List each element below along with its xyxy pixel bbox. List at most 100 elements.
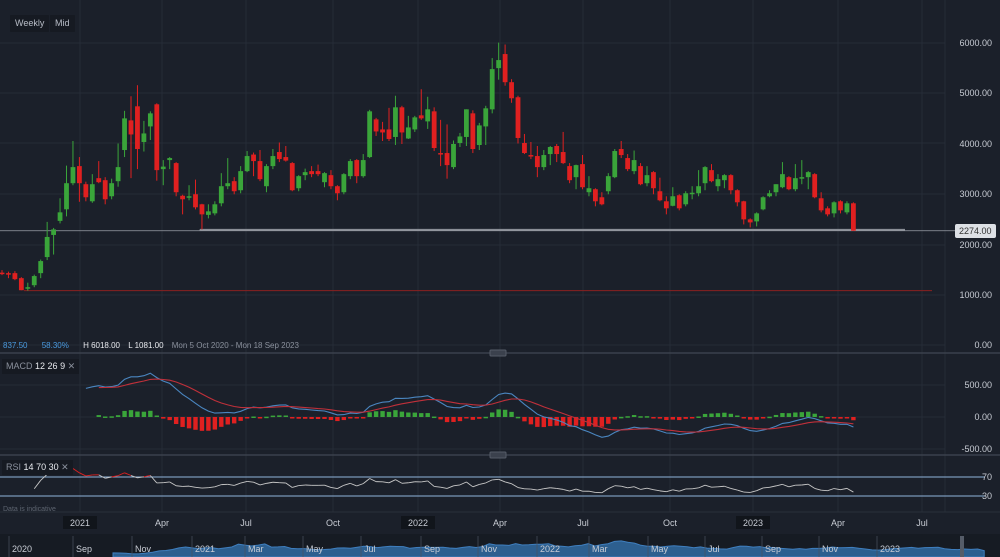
candle-body [496,60,502,69]
candle [70,140,76,186]
candle-body [451,144,456,168]
macd-histogram-bar [670,417,675,420]
time-tick: Apr [831,518,845,528]
candle [405,115,411,139]
macd-histogram-bar [238,417,243,421]
macd-histogram-bar [148,410,153,417]
rsi-line-segment [479,482,486,485]
candle-body [347,161,353,177]
macd-histogram-bar [109,416,114,418]
candle-body [509,82,514,99]
candle-body [173,163,179,193]
price-type-button[interactable]: Mid [50,15,75,32]
rsi-line-segment [504,481,512,485]
time-tick: Apr [155,518,169,528]
navigator-handle[interactable] [960,536,964,557]
candle-body [464,109,469,137]
candle-body [625,158,631,170]
rsi-close-icon[interactable]: ✕ [61,462,69,472]
candle [734,189,740,207]
navigator-label: Nov [135,544,152,554]
rsi-line-segment [356,483,364,487]
candle-body [160,166,166,170]
candle-body [115,167,121,182]
candle-body [470,113,476,150]
rsi-line-segment [85,474,93,477]
candles [0,42,856,291]
panel-resize-handle [489,349,507,357]
year-label-box [63,516,97,529]
macd-histogram-bar [315,417,321,420]
level-lines [0,228,955,292]
macd-histogram-bar [96,415,101,417]
navigator-label: Nov [822,544,839,554]
candle [373,117,379,136]
navigator[interactable] [0,534,1000,557]
macd-histogram-bar [122,410,127,417]
rsi-line-segment [72,468,80,474]
candle [96,161,102,184]
rsi-line-segment [446,485,454,489]
candle [464,109,469,147]
macd-histogram-bar [470,417,476,420]
candle [438,119,443,167]
macd-histogram-bar [715,413,721,417]
rsi-line-segment [814,487,822,491]
macd-histogram-bar [825,417,830,419]
candle [83,181,89,202]
candle [412,115,418,132]
candle-body [515,97,521,138]
rsi-label: RSI [6,462,22,472]
macd-histogram-bar [425,413,430,417]
candle-body [689,192,695,195]
interval-button[interactable]: Weekly [10,15,50,32]
candle [128,96,134,179]
rsi-line-segment [724,485,731,489]
candle [115,143,121,187]
macd-histogram-bar [393,410,398,417]
rsi-line-segment [569,488,577,492]
macd-histogram-bar [173,417,179,425]
candle-body [438,153,443,155]
candle [289,162,295,192]
candle-body [6,273,11,275]
rsi-line-segment [253,481,261,486]
candle [560,131,566,165]
candle [77,157,82,202]
panel-resize-handle [489,451,507,459]
macd-histogram-bar [180,417,185,427]
candle [302,168,308,181]
macd-histogram-bar [541,417,546,428]
candle-body [296,176,302,189]
macd-histogram-bar [373,411,379,417]
rsi-line-segment [756,487,764,492]
rsi-line-segment [176,485,183,487]
macd-close-icon[interactable]: ✕ [67,361,76,371]
price-tick: 0.00 [974,340,992,350]
candle [754,212,760,227]
candle-body [412,117,418,130]
info-percent: 58.30% [41,341,69,350]
macd-histogram-bar [464,417,469,419]
macd-histogram-bar [412,412,417,417]
year-label-box [401,516,435,529]
macd-histogram-bar [702,413,708,417]
macd-histogram-bar [741,417,746,419]
time-tick: Oct [326,518,341,528]
candle-body [154,104,160,171]
candle [18,277,24,291]
candle [851,202,856,231]
candle-body [593,189,598,202]
candle [689,186,695,200]
rsi-line-segment [472,484,480,488]
macd-tick: 0.00 [974,412,992,422]
candle-body [225,183,231,187]
candle-body [722,175,727,181]
rsi-legend: RSI 14 70 30 ✕ [2,460,73,475]
macd-histogram-bar [515,416,521,419]
rsi-line-segment [214,484,222,488]
macd-fast: 12 [35,361,46,371]
candle-body [676,195,682,209]
candle [283,146,289,162]
